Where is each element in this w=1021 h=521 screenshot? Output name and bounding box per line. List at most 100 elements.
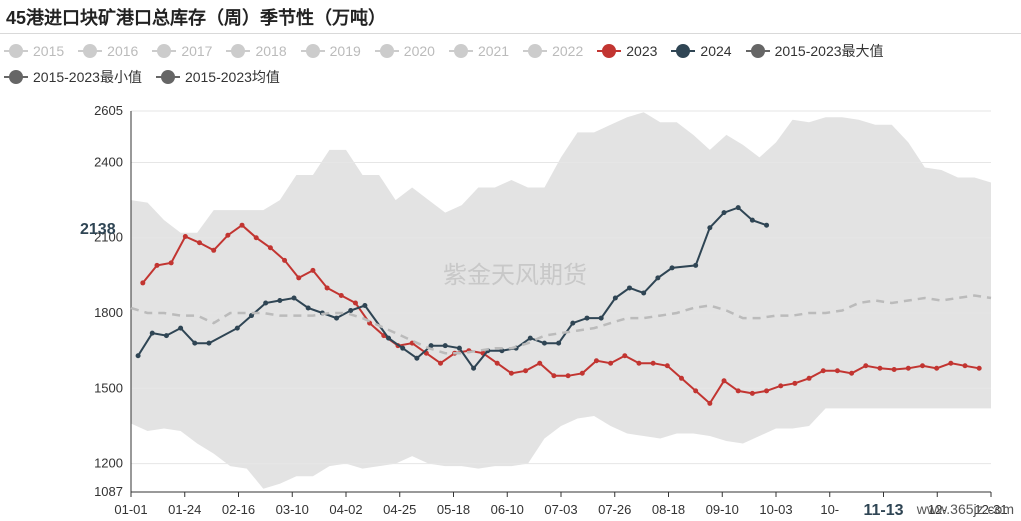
legend-marker-icon <box>523 44 548 58</box>
data-point <box>650 360 656 366</box>
data-point <box>211 247 217 253</box>
y-tick-label: 1200 <box>94 456 123 471</box>
y-highlight-label: 2138 <box>80 221 116 238</box>
title-divider <box>0 33 1021 34</box>
data-point <box>834 368 840 374</box>
data-point <box>584 315 590 321</box>
legend-label: 2019 <box>329 43 361 59</box>
x-tick-label: 10- <box>820 502 839 517</box>
data-point <box>234 325 240 331</box>
legend-item[interactable]: 2015-2023最小值 <box>4 67 142 87</box>
y-tick-label: 2100 <box>94 230 123 245</box>
legend-marker-icon <box>300 44 325 58</box>
x-tick-label: 12-31 <box>974 502 1007 517</box>
data-point <box>334 315 340 321</box>
data-point <box>721 378 727 384</box>
data-point <box>820 368 826 374</box>
legend-label: 2017 <box>181 43 213 59</box>
legend-label: 2021 <box>477 43 510 59</box>
data-point <box>154 262 160 268</box>
legend-item[interactable]: 2022 <box>523 43 583 59</box>
data-point <box>792 380 798 386</box>
watermark: 紫金天风期货 <box>443 262 587 289</box>
legend: 2015 2016 2017 2018 2019 2020 2021 2022 2023 2024… <box>4 38 1019 90</box>
data-point <box>764 222 770 228</box>
legend-label: 2015-2023最大值 <box>774 43 884 59</box>
legend-marker-icon <box>78 44 103 58</box>
data-point <box>239 222 245 228</box>
data-point <box>636 360 642 366</box>
data-point <box>593 358 599 364</box>
legend-marker-icon <box>374 44 399 58</box>
legend-marker-icon <box>152 44 177 58</box>
legend-label: 2015-2023均值 <box>184 69 280 85</box>
data-point <box>693 262 699 268</box>
data-point <box>919 363 925 369</box>
legend-item[interactable]: 2018 <box>226 43 287 59</box>
data-point <box>324 285 330 291</box>
data-point <box>641 290 647 296</box>
data-point <box>362 303 368 309</box>
data-point <box>471 365 477 371</box>
data-point <box>135 353 141 359</box>
legend-item[interactable]: 2016 <box>78 43 138 59</box>
data-point <box>707 225 713 231</box>
legend-item[interactable]: 2015-2023最大值 <box>745 41 884 61</box>
data-point <box>735 388 741 394</box>
data-point <box>296 275 302 281</box>
data-point <box>565 373 571 379</box>
legend-row: 2015 2016 2017 2018 2019 2020 2021 2022 2023 2024… <box>4 38 1019 64</box>
data-point <box>934 365 940 371</box>
legend-label: 2018 <box>255 43 287 59</box>
legend-label: 2022 <box>552 43 584 59</box>
legend-label: 2020 <box>403 43 435 59</box>
data-point <box>140 280 146 286</box>
x-highlight-label: 11-13 <box>863 502 903 519</box>
y-tick-label: 2605 <box>94 103 123 118</box>
corner-site-text: www.365jz.com <box>916 501 1014 517</box>
data-point <box>291 295 297 301</box>
data-point <box>749 217 755 223</box>
data-point <box>627 285 633 291</box>
legend-item[interactable]: 2015-2023均值 <box>155 67 280 87</box>
legend-label: 2015 <box>33 43 65 59</box>
x-tick-label: 01-24 <box>168 502 201 517</box>
data-point <box>669 265 675 271</box>
data-point <box>338 292 344 298</box>
data-point <box>612 295 618 301</box>
legend-item[interactable]: 2020 <box>374 43 435 59</box>
data-point <box>570 320 576 326</box>
legend-marker-icon <box>448 44 473 58</box>
data-point <box>608 360 614 366</box>
legend-item[interactable]: 2024 <box>671 43 732 59</box>
data-point <box>400 345 406 351</box>
data-point <box>598 315 604 321</box>
legend-row: 2015-2023最小值 2015-2023均值 <box>4 64 1019 90</box>
data-point <box>225 232 231 238</box>
data-point <box>693 388 699 394</box>
data-point <box>527 335 533 341</box>
data-point <box>556 340 562 346</box>
data-point <box>707 400 713 406</box>
legend-item[interactable]: 2023 <box>597 43 657 59</box>
x-tick-label: 05-18 <box>437 502 470 517</box>
legend-item[interactable]: 2021 <box>448 43 510 59</box>
data-point <box>962 363 968 369</box>
data-point <box>655 275 661 281</box>
overlays: 2138 11-13 www.365jz.com <box>80 221 1014 519</box>
legend-item[interactable]: 2019 <box>300 43 361 59</box>
x-tick-label: 07-03 <box>544 502 577 517</box>
data-point <box>149 330 155 336</box>
legend-item[interactable]: 2017 <box>152 43 212 59</box>
data-point <box>764 388 770 394</box>
x-tick-label: 01-01 <box>114 502 147 517</box>
legend-marker-icon <box>4 70 28 84</box>
data-point <box>442 343 448 349</box>
data-point <box>551 373 557 379</box>
x-tick-label: 08-18 <box>652 502 685 517</box>
data-point <box>721 210 727 216</box>
legend-item[interactable]: 2015 <box>4 43 64 59</box>
x-tick-label: 04-25 <box>383 502 416 517</box>
data-point <box>905 365 911 371</box>
